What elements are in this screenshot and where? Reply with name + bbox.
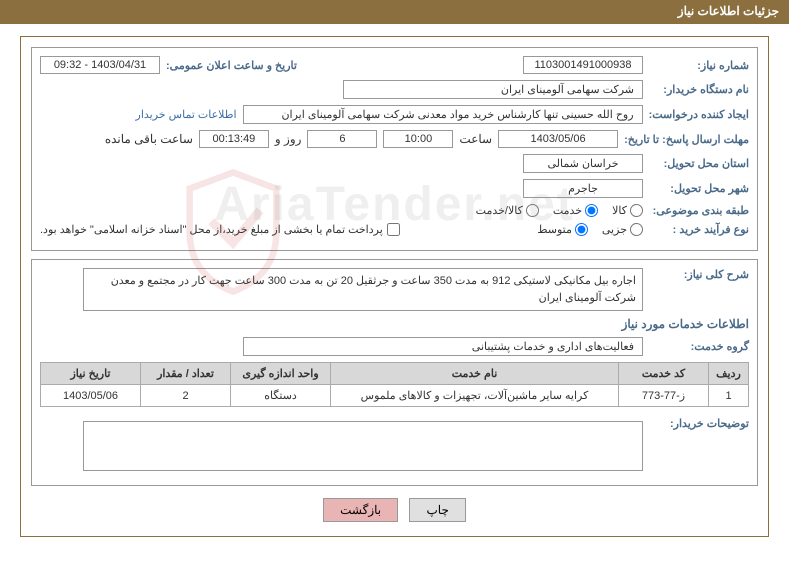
row-summary: شرح کلی نیاز: اجاره بیل مکانیکی لاستیکی …: [40, 268, 749, 311]
col-qty: تعداد / مقدار: [141, 363, 231, 385]
payment-checkbox[interactable]: [387, 223, 400, 236]
buyer-org-label: نام دستگاه خریدار:: [649, 83, 749, 96]
province-label: استان محل تحویل:: [649, 157, 749, 170]
header-bar: جزئیات اطلاعات نیاز: [0, 0, 789, 24]
summary-section: شرح کلی نیاز: اجاره بیل مکانیکی لاستیکی …: [31, 259, 758, 486]
announce-label: تاریخ و ساعت اعلان عمومی:: [166, 59, 297, 72]
need-number: 1103001491000938: [523, 56, 643, 74]
class-service-input[interactable]: [585, 204, 598, 217]
button-row: چاپ بازگشت: [31, 498, 758, 522]
need-info-section: شماره نیاز: 1103001491000938 تاریخ و ساع…: [31, 47, 758, 251]
announce-date: 1403/04/31 - 09:32: [40, 56, 160, 74]
class-label: طبقه بندی موضوعی:: [649, 204, 749, 217]
row-province: استان محل تحویل: خراسان شمالی: [40, 154, 749, 173]
payment-note-row: پرداخت تمام یا بخشی از مبلغ خرید،از محل …: [40, 223, 400, 236]
deadline-time: 10:00: [383, 130, 453, 148]
class-goods-input[interactable]: [630, 204, 643, 217]
row-city: شهر محل تحویل: جاجرم: [40, 179, 749, 198]
class-goods-radio[interactable]: کالا: [612, 204, 643, 217]
col-row: ردیف: [709, 363, 749, 385]
proc-minor-text: جزیی: [602, 223, 627, 236]
row-classification: طبقه بندی موضوعی: کالا خدمت کالا/خدمت: [40, 204, 749, 217]
cell-code: ز-77-773: [619, 385, 709, 407]
payment-note-text: پرداخت تمام یا بخشی از مبلغ خرید،از محل …: [40, 223, 383, 236]
buyer-org: شرکت سهامی آلومینای ایران: [343, 80, 643, 99]
row-deadline: مهلت ارسال پاسخ: تا تاریخ: 1403/05/06 سا…: [40, 130, 749, 148]
class-service-text: خدمت: [553, 204, 582, 217]
cell-row: 1: [709, 385, 749, 407]
class-radio-group: کالا خدمت کالا/خدمت: [476, 204, 643, 217]
requester-label: ایجاد کننده درخواست:: [649, 108, 749, 121]
days-and-word: روز و: [275, 132, 302, 146]
city-label: شهر محل تحویل:: [649, 182, 749, 195]
cell-date: 1403/05/06: [41, 385, 141, 407]
proc-minor-input[interactable]: [630, 223, 643, 236]
buyer-notes-box: [83, 421, 643, 471]
class-both-radio[interactable]: کالا/خدمت: [476, 204, 539, 217]
class-service-radio[interactable]: خدمت: [553, 204, 598, 217]
proc-medium-input[interactable]: [575, 223, 588, 236]
summary-text: اجاره بیل مکانیکی لاستیکی 912 به مدت 350…: [83, 268, 643, 311]
proc-radio-group: جزیی متوسط: [537, 223, 643, 236]
time-word: ساعت: [459, 132, 492, 146]
main-container: AriaTender.net شماره نیاز: 1103001491000…: [20, 36, 769, 537]
buyer-notes-label: توضیحات خریدار:: [649, 417, 749, 430]
header-title: جزئیات اطلاعات نیاز: [668, 0, 789, 22]
proc-medium-radio[interactable]: متوسط: [537, 223, 588, 236]
cell-name: کرایه سایر ماشین‌آلات، تجهیزات و کالاهای…: [331, 385, 619, 407]
cell-unit: دستگاه: [231, 385, 331, 407]
class-both-input[interactable]: [526, 204, 539, 217]
service-group: فعالیت‌های اداری و خدمات پشتیبانی: [243, 337, 643, 356]
col-code: کد خدمت: [619, 363, 709, 385]
proc-label: نوع فرآیند خرید :: [649, 223, 749, 236]
group-label: گروه خدمت:: [649, 340, 749, 353]
row-buyer-notes: توضیحات خریدار:: [40, 417, 749, 471]
class-both-text: کالا/خدمت: [476, 204, 523, 217]
cell-qty: 2: [141, 385, 231, 407]
row-service-group: گروه خدمت: فعالیت‌های اداری و خدمات پشتی…: [40, 337, 749, 356]
return-button[interactable]: بازگشت: [323, 498, 398, 522]
requester: روح الله حسینی تنها کارشناس خرید مواد مع…: [243, 105, 643, 124]
province: خراسان شمالی: [523, 154, 643, 173]
services-title: اطلاعات خدمات مورد نیاز: [40, 317, 749, 331]
table-row: 1 ز-77-773 کرایه سایر ماشین‌آلات، تجهیزا…: [41, 385, 749, 407]
table-header-row: ردیف کد خدمت نام خدمت واحد اندازه گیری ت…: [41, 363, 749, 385]
row-requester: ایجاد کننده درخواست: روح الله حسینی تنها…: [40, 105, 749, 124]
need-number-label: شماره نیاز:: [649, 59, 749, 72]
summary-label: شرح کلی نیاز:: [649, 268, 749, 281]
row-buyer-org: نام دستگاه خریدار: شرکت سهامی آلومینای ا…: [40, 80, 749, 99]
class-goods-text: کالا: [612, 204, 627, 217]
time-remaining: 00:13:49: [199, 130, 269, 148]
proc-medium-text: متوسط: [537, 223, 572, 236]
days-remaining: 6: [307, 130, 377, 148]
proc-minor-radio[interactable]: جزیی: [602, 223, 643, 236]
buyer-contact-link[interactable]: اطلاعات تماس خریدار: [136, 108, 237, 121]
row-process: نوع فرآیند خرید : جزیی متوسط پرداخت تمام…: [40, 223, 749, 236]
deadline-date: 1403/05/06: [498, 130, 618, 148]
deadline-label: مهلت ارسال پاسخ: تا تاریخ:: [624, 133, 749, 146]
print-button[interactable]: چاپ: [409, 498, 465, 522]
col-unit: واحد اندازه گیری: [231, 363, 331, 385]
remain-label: ساعت باقی مانده: [105, 132, 193, 146]
col-name: نام خدمت: [331, 363, 619, 385]
col-date: تاریخ نیاز: [41, 363, 141, 385]
services-table: ردیف کد خدمت نام خدمت واحد اندازه گیری ت…: [40, 362, 749, 407]
city: جاجرم: [523, 179, 643, 198]
row-need-number: شماره نیاز: 1103001491000938 تاریخ و ساع…: [40, 56, 749, 74]
